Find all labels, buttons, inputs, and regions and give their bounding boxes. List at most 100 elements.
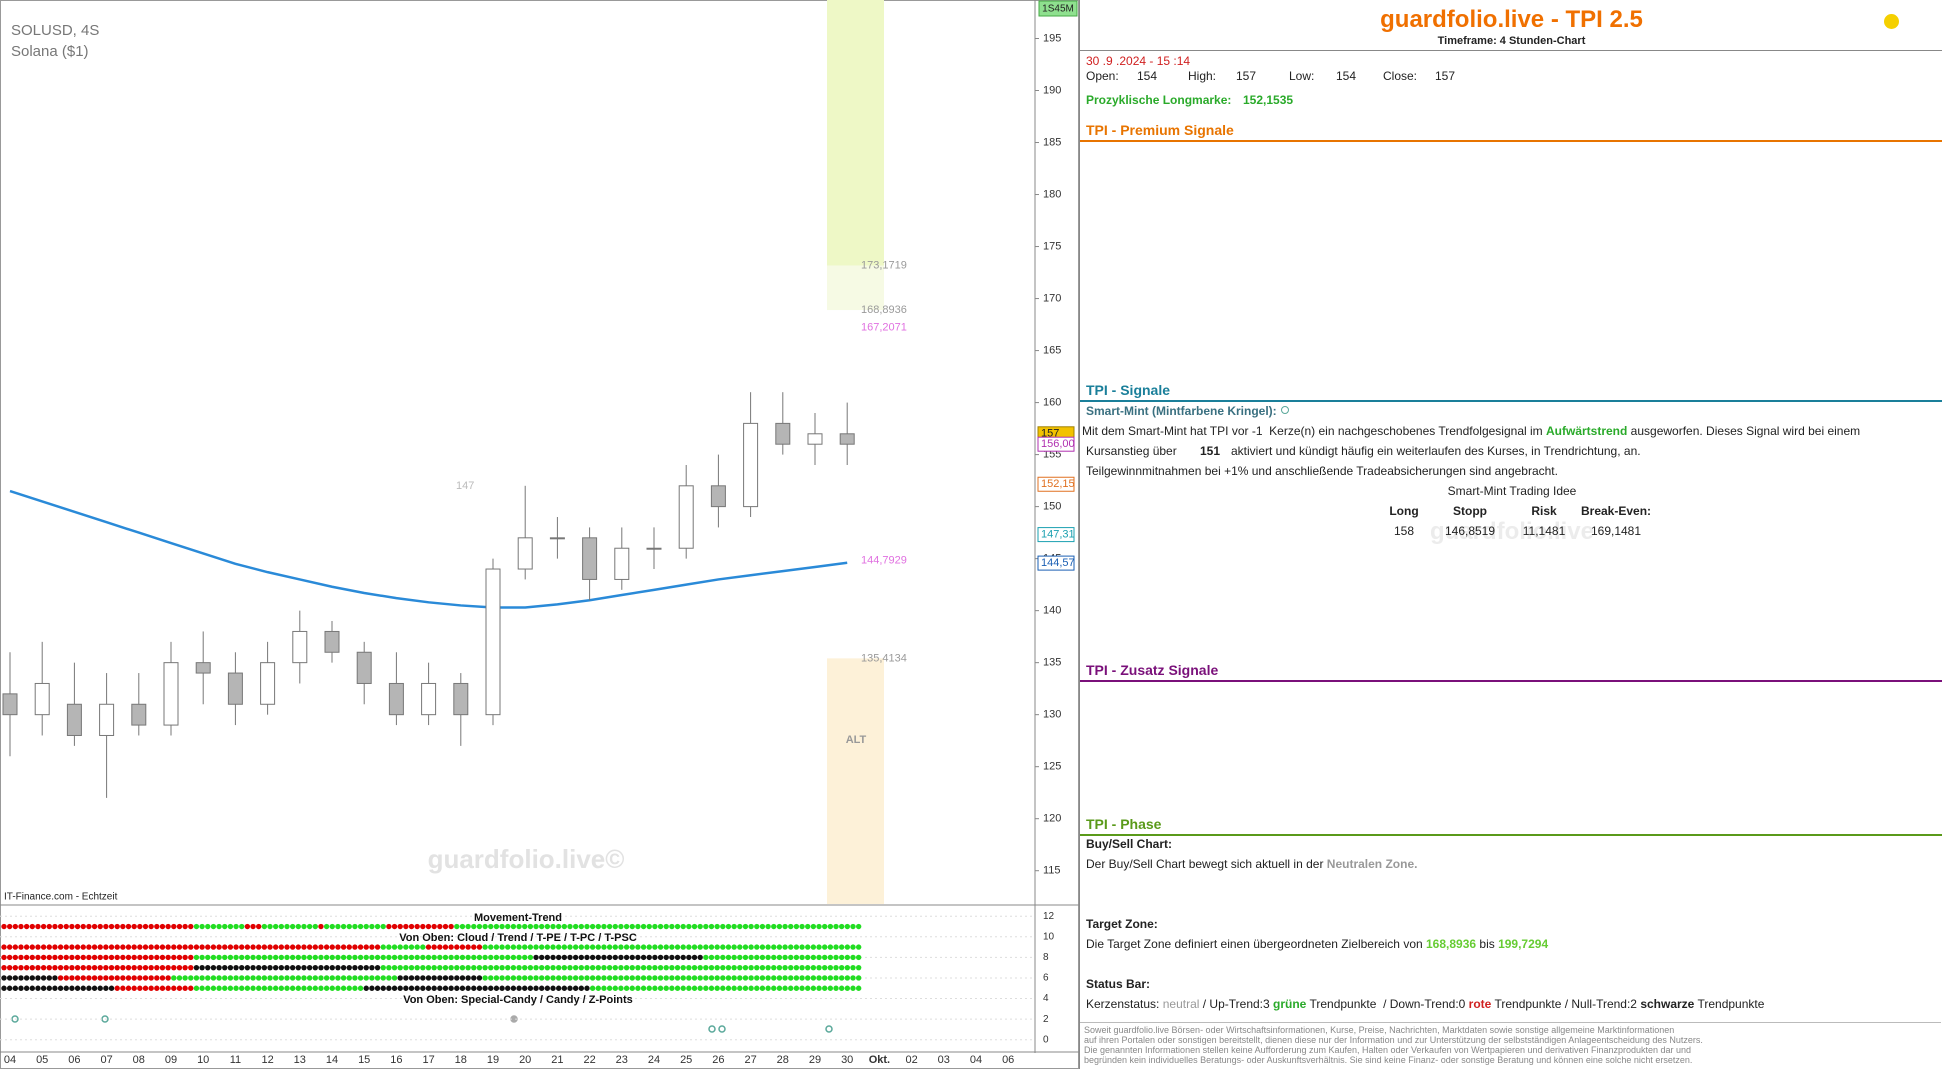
dot-run (425, 944, 483, 950)
dot (578, 964, 585, 971)
dot (154, 985, 160, 991)
dot (844, 964, 851, 971)
dot (335, 975, 341, 981)
candle-body (485, 568, 501, 716)
dot (103, 923, 109, 930)
dot (74, 944, 81, 950)
text: bis (1476, 937, 1499, 951)
dot (686, 944, 692, 950)
x-tick-label: 30 (841, 1054, 853, 1066)
dot (329, 954, 335, 961)
target-zone-lower (827, 265, 884, 311)
price-marker-label: 156,00 (1041, 438, 1075, 450)
dot (539, 954, 545, 961)
dot (125, 964, 132, 971)
dot (578, 944, 585, 950)
dot (855, 944, 862, 950)
dot (561, 975, 568, 981)
dot (771, 985, 777, 991)
dot-run (1, 975, 58, 981)
dot (595, 923, 601, 930)
dot (420, 964, 426, 971)
dot-run (244, 923, 262, 930)
dot (550, 985, 556, 991)
dot (295, 985, 302, 991)
y-tick-label: 115 (1043, 865, 1061, 877)
dot (329, 944, 335, 950)
dot (482, 923, 488, 930)
dot (306, 964, 313, 971)
dot (595, 944, 601, 950)
target-text: Die Target Zone definiert einen übergeor… (1086, 937, 1548, 951)
dot (182, 964, 188, 971)
dot (148, 964, 154, 971)
dot (1, 985, 7, 991)
dot (120, 964, 126, 971)
dot (63, 923, 69, 930)
dot (137, 923, 143, 930)
dot (669, 975, 675, 981)
dot (742, 954, 749, 961)
dot (437, 975, 443, 981)
dot (159, 975, 166, 981)
dot (635, 944, 641, 950)
dot (810, 944, 817, 950)
dot (176, 923, 183, 930)
dot (363, 985, 369, 991)
signal-circle (718, 1025, 726, 1033)
dot (193, 923, 200, 930)
dot (210, 944, 217, 950)
trend-word: Aufwärtstrend (1546, 424, 1628, 438)
x-tick-label: 13 (294, 1054, 306, 1066)
dot (601, 964, 607, 971)
dot (210, 964, 217, 971)
dot (176, 964, 183, 971)
dot (318, 975, 324, 981)
dot (69, 985, 75, 991)
dot (838, 975, 845, 981)
alt-zone (827, 658, 884, 904)
dot (188, 985, 194, 991)
dot (505, 923, 511, 930)
dot (369, 923, 375, 930)
dot (23, 923, 30, 930)
dot (572, 944, 579, 950)
dot (69, 954, 75, 961)
status-heading: Status Bar: (1086, 977, 1151, 991)
dot (216, 964, 222, 971)
dot (431, 944, 437, 950)
dot (827, 923, 834, 930)
dot (193, 975, 200, 981)
dot (380, 975, 386, 981)
candle-body (131, 703, 147, 726)
dot (23, 964, 30, 971)
dot (805, 923, 811, 930)
dot (272, 923, 279, 930)
dot (850, 944, 856, 950)
dot (6, 944, 13, 950)
price-marker-label: 147,31 (1041, 529, 1075, 541)
dot (640, 923, 647, 930)
dot (335, 944, 341, 950)
dot (793, 944, 800, 950)
dot (640, 964, 647, 971)
dot (572, 923, 579, 930)
dot (340, 985, 347, 991)
dot (522, 944, 528, 950)
dot (714, 923, 720, 930)
dot (340, 964, 347, 971)
dot (323, 954, 330, 961)
level-label: 167,2071 (861, 322, 907, 334)
text: Trendpunkte / Down-Trend:0 (1306, 997, 1469, 1011)
dot (205, 954, 211, 961)
dot (691, 985, 698, 991)
dot (363, 964, 369, 971)
dot (488, 985, 494, 991)
dot (567, 964, 573, 971)
dot (838, 985, 845, 991)
dot-row (1, 985, 862, 991)
dot (278, 985, 285, 991)
candle-body (324, 630, 340, 653)
dot (855, 964, 862, 971)
dot-run (193, 923, 245, 930)
